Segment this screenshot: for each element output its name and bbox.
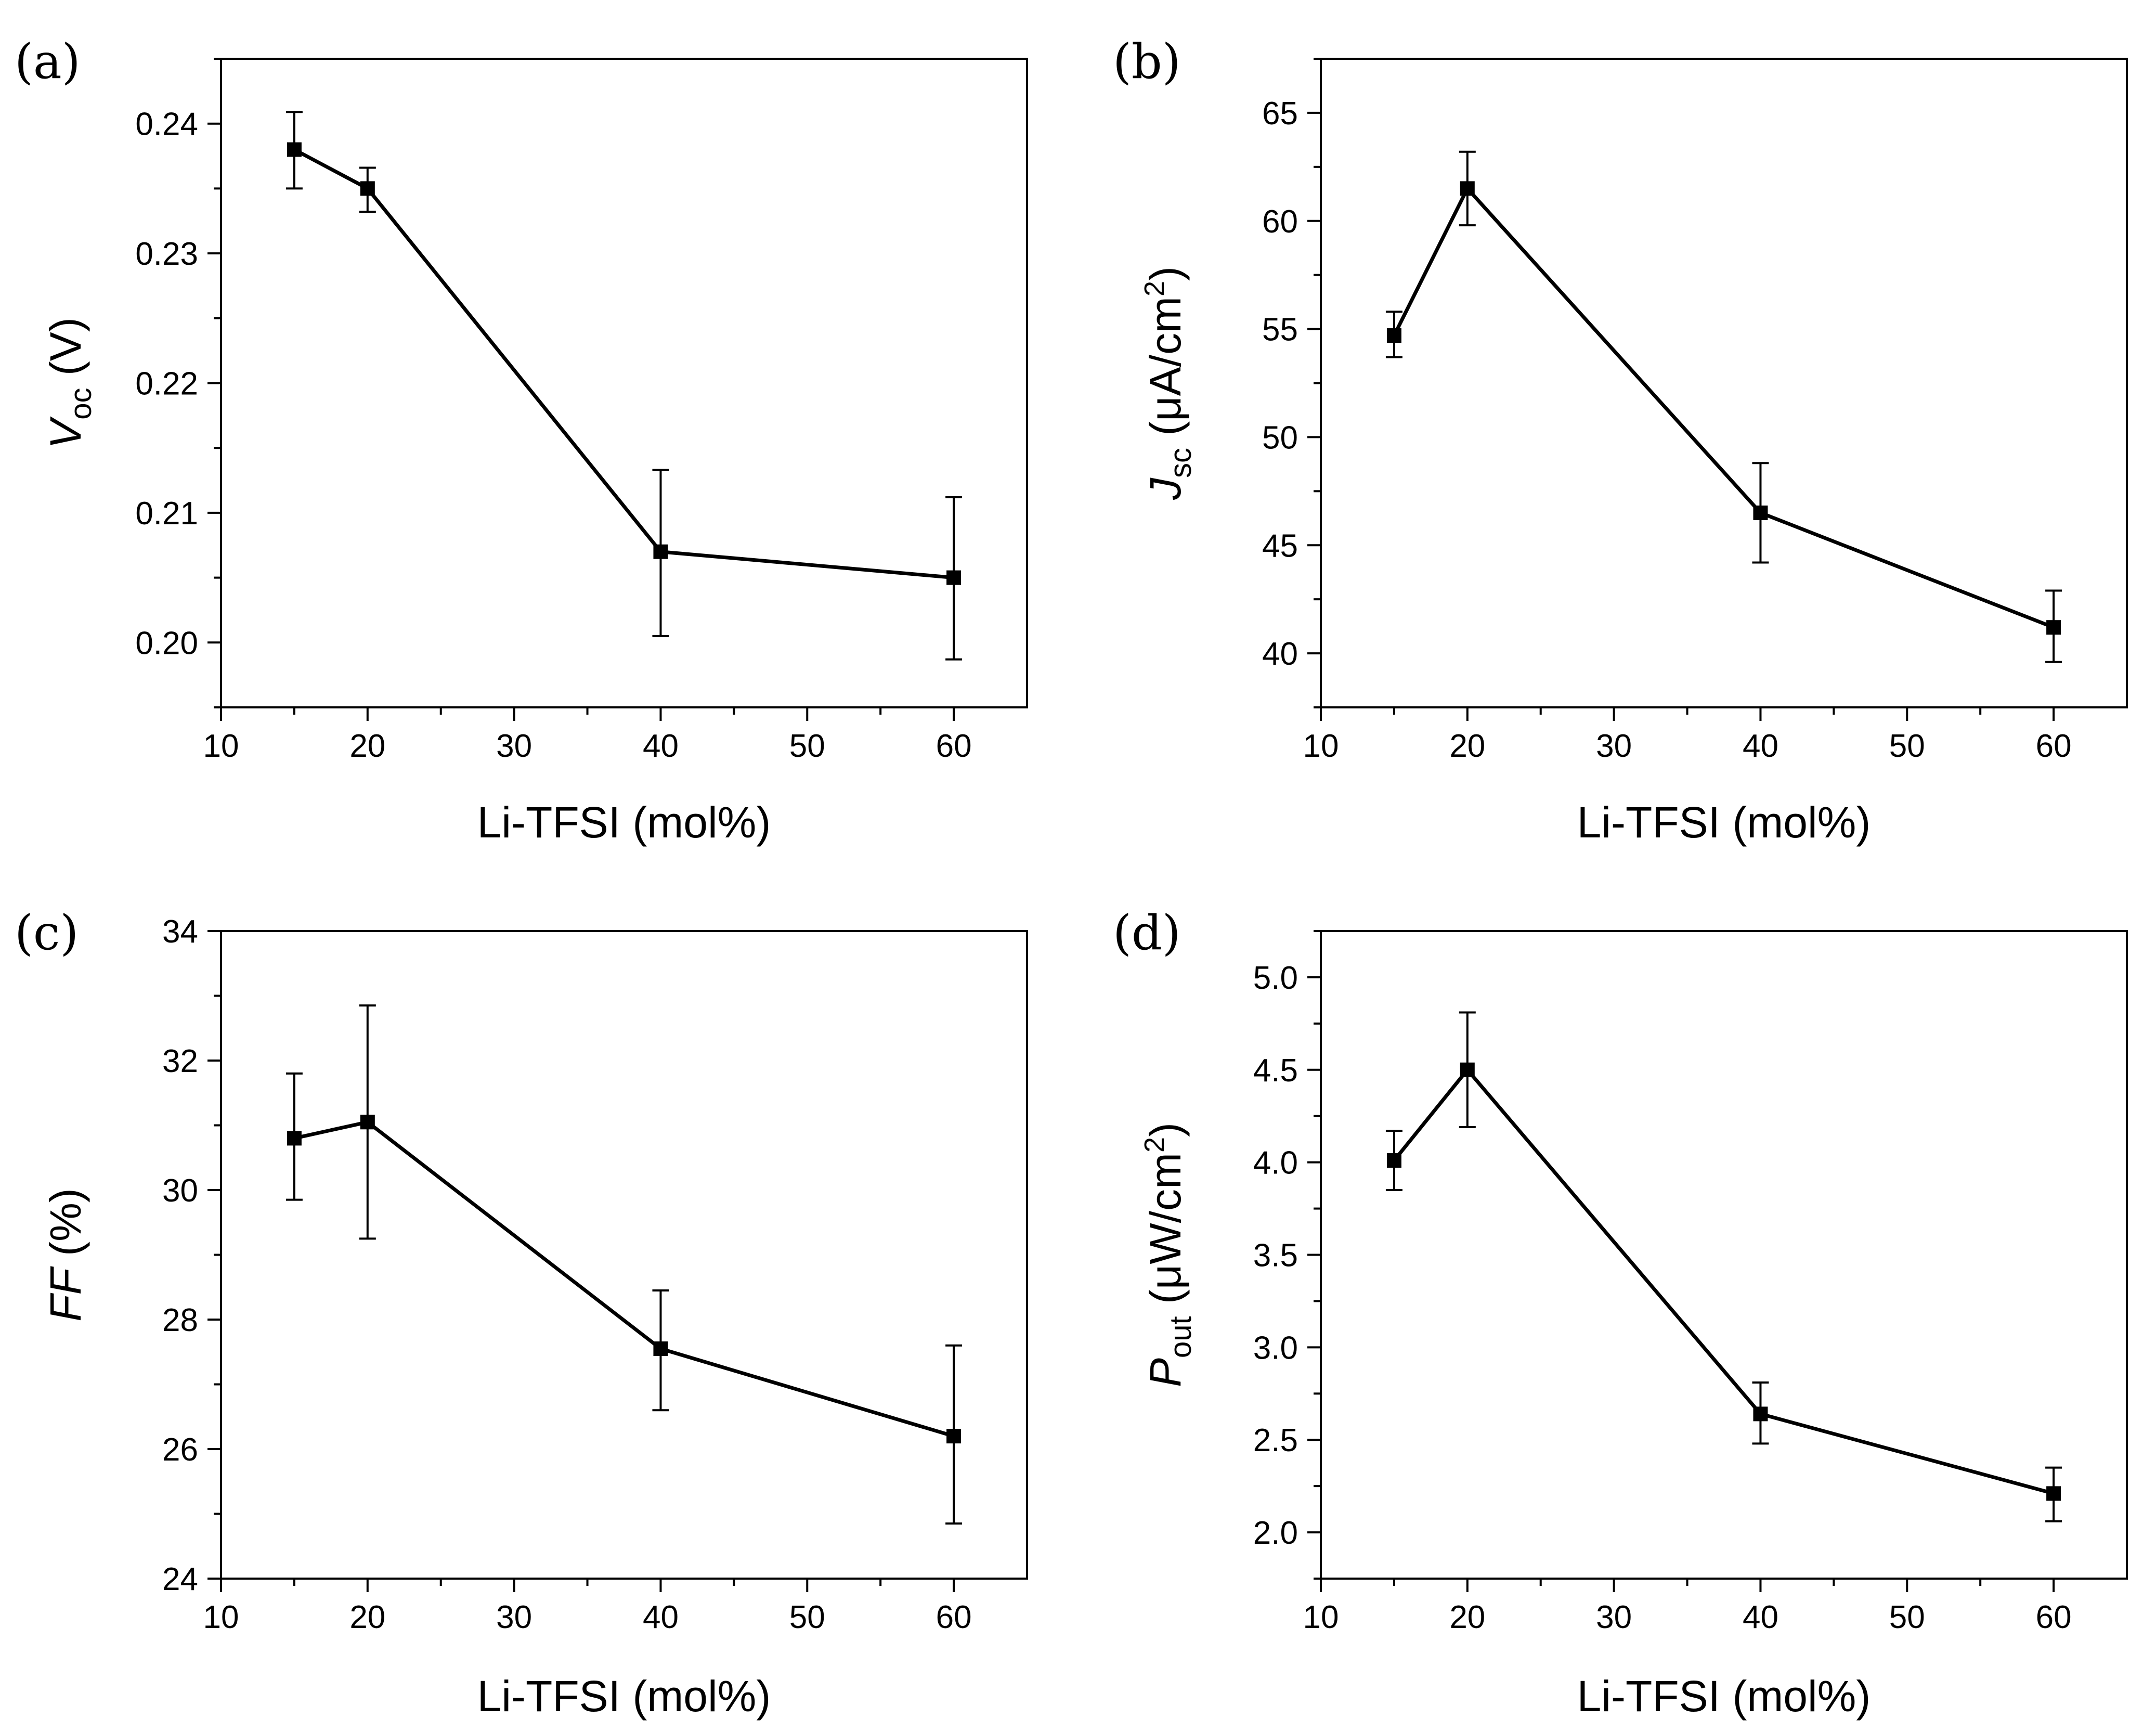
y-tick-label: 55 <box>1262 312 1298 348</box>
x-tick-label: 30 <box>496 728 532 764</box>
data-point <box>1386 1153 1401 1168</box>
y-tick-label: 3.5 <box>1253 1238 1298 1274</box>
y-tick-label: 32 <box>162 1043 198 1079</box>
x-tick-label: 40 <box>1743 1599 1778 1635</box>
y-tick-label: 2.5 <box>1253 1423 1298 1458</box>
y-tick-label: 28 <box>162 1302 198 1338</box>
x-tick-label: 40 <box>1743 728 1778 764</box>
y-tick-label: 4.5 <box>1253 1053 1298 1089</box>
x-tick-label: 60 <box>936 1599 972 1635</box>
y-tick-label: 45 <box>1262 528 1298 564</box>
y-tick-label: 26 <box>162 1432 198 1468</box>
x-tick-label: 20 <box>1449 1599 1485 1635</box>
x-tick-label: 50 <box>1889 1599 1925 1635</box>
x-tick-label: 60 <box>2036 728 2072 764</box>
x-tick-label: 10 <box>1303 1599 1339 1635</box>
x-tick-label: 50 <box>789 1599 825 1635</box>
x-tick-label: 30 <box>1596 728 1632 764</box>
y-tick-label: 5.0 <box>1253 960 1298 996</box>
data-point <box>287 142 302 157</box>
x-axis-title: Li-TFSI (mol%) <box>477 1672 771 1721</box>
x-tick-label: 20 <box>1449 728 1485 764</box>
series-line <box>293 148 954 580</box>
y-axis-title: FF (%) <box>41 1188 90 1322</box>
x-tick-label: 10 <box>203 728 239 764</box>
chart-panel-a: (a) 10 20 30 40 50 60 0.20 0.21 0.22 0.23 0.24 Li-TF… <box>15 34 1028 847</box>
data-point <box>946 570 962 585</box>
x-tick-label: 30 <box>1596 1599 1632 1635</box>
y-tick-label: 34 <box>162 914 198 950</box>
chart-panel-b: (b) 10 20 30 40 50 60 40 45 50 55 60 65 Li-TFSI (mol%… <box>1113 34 2128 847</box>
y-tick-label: 3.0 <box>1253 1330 1298 1366</box>
y-tick-label: 60 <box>1262 204 1298 240</box>
y-tick-label: 0.21 <box>135 496 198 532</box>
x-tick-label: 30 <box>496 1599 532 1635</box>
y-tick-label: 30 <box>162 1173 198 1209</box>
y-tick-label: 0.20 <box>135 625 198 661</box>
x-tick-label: 50 <box>1889 728 1925 764</box>
x-tick-label: 60 <box>936 728 972 764</box>
y-tick-label: 40 <box>1262 636 1298 672</box>
data-point <box>1753 1406 1768 1422</box>
chart-panel-d: (d) 10 20 30 40 50 60 2.0 2.5 3.0 3.5 4.0 4.5 5.0 Li-T… <box>1113 905 2128 1721</box>
y-axis-title: Pout​ (μW/cm2) <box>1139 1122 1198 1387</box>
panel-label: (d) <box>1113 905 1181 961</box>
data-point <box>360 1115 375 1130</box>
data-point <box>1753 505 1768 520</box>
y-tick-label: 24 <box>162 1561 198 1597</box>
x-tick-label: 20 <box>349 728 385 764</box>
y-tick-label: 4.0 <box>1253 1145 1298 1181</box>
panel-label: (b) <box>1113 34 1181 89</box>
series-line <box>1392 186 2055 629</box>
series-line <box>1393 1068 2055 1495</box>
y-tick-label: 50 <box>1262 420 1298 456</box>
x-axis-title: Li-TFSI (mol%) <box>1577 1672 1871 1721</box>
data-point <box>1460 1062 1475 1077</box>
data-point <box>2046 1486 2061 1501</box>
data-point <box>946 1429 962 1444</box>
series-line <box>294 1120 955 1438</box>
x-axis-title: Li-TFSI (mol%) <box>1577 798 1871 847</box>
data-point <box>653 544 668 559</box>
data-point <box>360 181 375 196</box>
data-point <box>2046 620 2061 635</box>
y-tick-label: 0.23 <box>135 236 198 272</box>
x-tick-label: 50 <box>789 728 825 764</box>
x-tick-label: 40 <box>643 728 679 764</box>
panel-label: (a) <box>15 34 81 89</box>
x-tick-label: 20 <box>349 1599 385 1635</box>
data-point <box>653 1341 668 1357</box>
x-tick-label: 60 <box>2036 1599 2072 1635</box>
y-axis-title: Voc​ (V) <box>41 317 98 449</box>
x-axis-title: Li-TFSI (mol%) <box>477 798 771 847</box>
data-point <box>287 1131 302 1146</box>
data-point <box>1460 181 1475 196</box>
y-tick-label: 65 <box>1262 96 1298 132</box>
x-tick-label: 10 <box>203 1599 239 1635</box>
plot-frame <box>220 58 1028 708</box>
y-tick-label: 0.22 <box>135 366 198 402</box>
plot-frame <box>220 930 1028 1580</box>
x-tick-label: 10 <box>1303 728 1339 764</box>
y-tick-label: 0.24 <box>135 107 198 143</box>
y-tick-label: 2.0 <box>1253 1515 1298 1551</box>
data-point <box>1386 328 1401 343</box>
panel-label: (c) <box>15 905 79 961</box>
x-tick-label: 40 <box>643 1599 679 1635</box>
y-axis-title: Jsc​ (μA/cm2) <box>1139 266 1198 500</box>
chart-panel-c: (c) 10 20 30 40 50 60 24 26 28 30 32 34 Li-TFSI (mol%… <box>15 905 1028 1721</box>
